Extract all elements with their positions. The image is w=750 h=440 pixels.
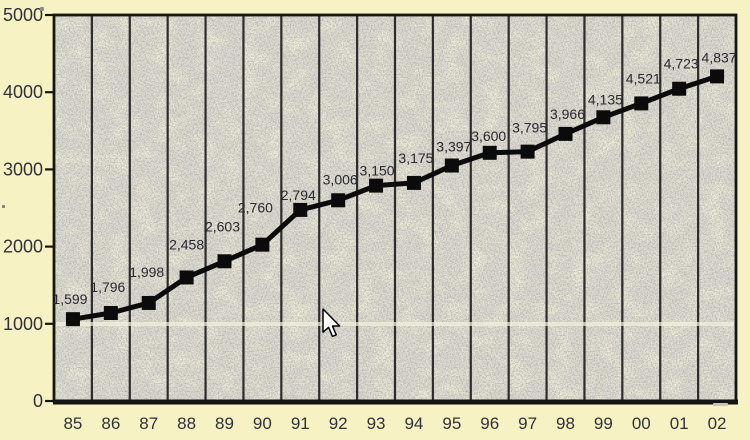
scan-speck: [713, 403, 728, 406]
data-point-label: 3,175: [398, 150, 433, 166]
x-tick-label: 90: [253, 414, 272, 433]
data-point-marker: [672, 81, 687, 96]
x-tick-label: 97: [518, 414, 537, 433]
data-point-marker: [369, 178, 384, 193]
y-tick-label: 2000: [3, 237, 43, 257]
x-tick-label: 01: [670, 414, 689, 433]
y-tick-label: 3000: [3, 159, 43, 179]
data-point-marker: [217, 254, 232, 269]
data-point-label: 4,521: [626, 70, 661, 86]
y-tick-label: 0: [33, 391, 43, 411]
data-point-label: 1,998: [129, 264, 164, 280]
data-point-marker: [558, 126, 573, 141]
data-point-label: 2,603: [205, 218, 240, 234]
data-point-marker: [65, 312, 80, 327]
data-point-label: 3,600: [471, 128, 506, 144]
y-tick-label: 1000: [3, 314, 43, 334]
x-tick-label: 93: [367, 414, 386, 433]
data-point-marker: [331, 193, 346, 208]
x-tick-label: 94: [404, 414, 423, 433]
x-tick-label: 96: [480, 414, 499, 433]
data-point-marker: [710, 69, 725, 84]
data-point-label: 2,760: [238, 200, 273, 216]
data-point-marker: [596, 110, 611, 125]
x-tick-label: 91: [291, 414, 310, 433]
data-point-marker: [444, 158, 459, 173]
data-point-label: 2,458: [169, 236, 204, 252]
data-point-label: 3,006: [323, 171, 358, 187]
data-point-label: 4,723: [664, 56, 699, 72]
data-point-label: 4,837: [702, 49, 737, 65]
data-point-marker: [141, 295, 156, 310]
data-point-label: 4,135: [588, 91, 623, 107]
data-point-marker: [634, 96, 649, 111]
x-tick-label: 95: [442, 414, 461, 433]
data-point-label: 3,966: [550, 106, 585, 122]
data-point-marker: [293, 202, 308, 217]
data-point-marker: [179, 270, 194, 285]
data-point-label: 1,796: [90, 279, 125, 295]
x-tick-label: 88: [177, 414, 196, 433]
y-tick-label: 5000: [3, 5, 43, 25]
data-point-marker: [482, 145, 497, 160]
data-point-marker: [255, 237, 270, 252]
x-tick-label: 87: [139, 414, 158, 433]
x-tick-label: 92: [329, 414, 348, 433]
data-point-label: 3,150: [360, 163, 395, 179]
x-tick-label: 00: [632, 414, 651, 433]
mouse-cursor-arrow: [322, 308, 341, 338]
data-point-label: 3,795: [512, 120, 547, 136]
x-tick-label: 98: [556, 414, 575, 433]
data-point-label: 2,794: [281, 187, 316, 203]
data-point-marker: [103, 305, 118, 320]
data-point-label: 1,599: [52, 291, 87, 307]
x-tick-label: 86: [101, 414, 120, 433]
y-tick-label: 4000: [3, 82, 43, 102]
data-point-marker: [406, 175, 421, 190]
x-tick-label: 99: [594, 414, 613, 433]
scan-speck: [2, 205, 5, 208]
data-point-label: 3,397: [436, 139, 471, 155]
scan-speck: [40, 7, 44, 11]
x-tick-label: 02: [708, 414, 727, 433]
data-point-marker: [520, 144, 535, 159]
x-tick-label: 85: [63, 414, 82, 433]
scan-streak: [56, 322, 734, 326]
x-tick-label: 89: [215, 414, 234, 433]
mouse-cursor: [322, 308, 341, 338]
